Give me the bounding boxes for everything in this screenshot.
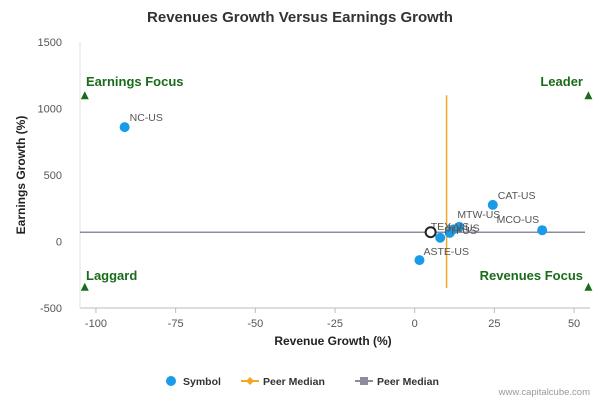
data-point-nc-us: [119, 122, 130, 133]
x-axis-title: Revenue Growth (%): [274, 334, 391, 348]
data-point-aste-us: [414, 255, 425, 266]
y-tick-label: -500: [40, 303, 62, 315]
y-tick-label: 1500: [38, 37, 62, 49]
legend-peer-median-label-2: Peer Median: [377, 376, 439, 388]
y-tick-label: 1000: [38, 104, 62, 116]
data-point-hy-us: [447, 224, 458, 235]
data-point-label-hy-us: HY-US: [448, 223, 480, 235]
watermark: www.capitalcube.com: [498, 387, 590, 398]
quadrant-marker-bottom-right: [584, 282, 593, 291]
y-axis-title: Earnings Growth (%): [14, 116, 28, 235]
data-point-mco-us: [537, 225, 548, 236]
plot-area: -100 -75 -50 -25 0 25 50 -500 0 500 1000 1500 Earnin…: [38, 37, 593, 330]
quadrant-marker-top-right: [584, 91, 593, 100]
data-point-label-nc-us: NC-US: [130, 112, 163, 124]
quadrant-label-laggard: Laggard: [86, 268, 137, 283]
quadrant-label-earnings-focus: Earnings Focus: [86, 74, 184, 89]
x-tick-label: 0: [412, 318, 418, 330]
y-tick-label: 0: [56, 237, 62, 249]
x-tick-label: -25: [327, 318, 343, 330]
legend-symbol-marker: [166, 376, 176, 386]
x-tick-label: -75: [168, 318, 184, 330]
x-tick-label: 25: [488, 318, 500, 330]
quadrant-label-revenues-focus: Revenues Focus: [480, 268, 583, 283]
quadrant-marker-bottom-left: [80, 282, 89, 291]
x-tick-label: -100: [85, 318, 107, 330]
highlight-point: [424, 226, 437, 239]
quadrant-marker-top-left: [80, 91, 89, 100]
legend: Symbol Peer Median Peer Median: [166, 376, 439, 388]
x-tick-label: -50: [247, 318, 263, 330]
chart-title: Revenues Growth Versus Earnings Growth: [147, 9, 453, 26]
legend-symbol-label: Symbol: [183, 376, 221, 388]
data-point-cat-us: [487, 199, 498, 210]
legend-diamond-marker: [246, 377, 254, 385]
data-point-label-aste-us: ASTE-US: [423, 246, 469, 258]
data-point-label-mco-us: MCO-US: [497, 214, 540, 226]
legend-square-marker: [360, 377, 368, 385]
x-tick-label: 50: [568, 318, 580, 330]
y-tick-label: 500: [44, 170, 62, 182]
data-point-ph-us: [435, 232, 446, 243]
quadrant-label-leader: Leader: [540, 74, 583, 89]
legend-peer-median-label-1: Peer Median: [263, 376, 325, 388]
data-point-label-ph-us: PH-US: [444, 225, 477, 237]
data-point-label-mtw-us: MTW-US: [457, 209, 500, 221]
data-point-label-cat-us: CAT-US: [498, 190, 536, 202]
